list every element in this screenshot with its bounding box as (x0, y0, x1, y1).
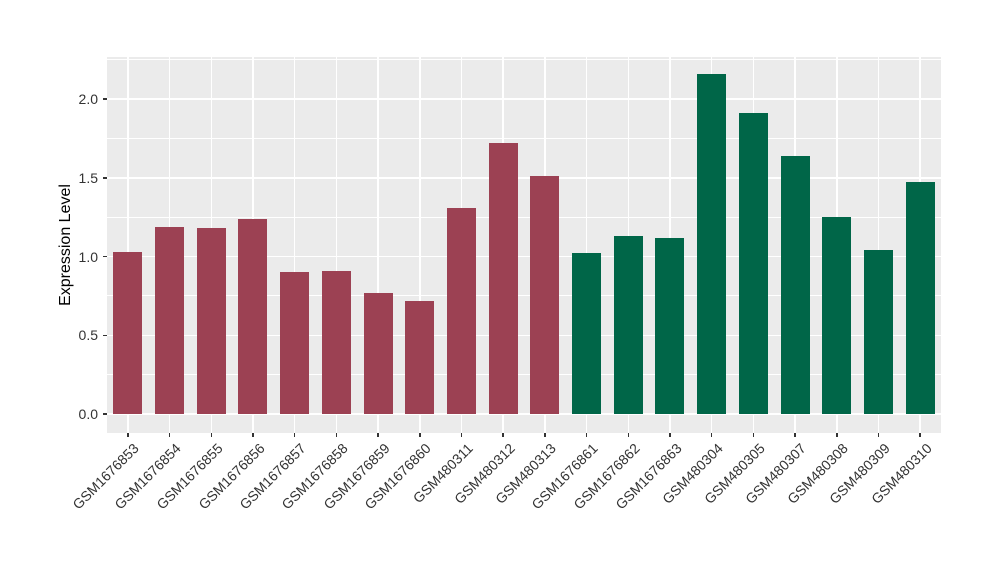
y-tick-label: 0.5 (78, 327, 98, 344)
plot-panel (107, 57, 941, 433)
minor-gridline-horizontal (107, 216, 941, 218)
bar-GSM480308 (822, 217, 852, 414)
bar-GSM480313 (530, 176, 560, 414)
bar-GSM1676863 (655, 237, 685, 414)
x-tick-mark (710, 433, 713, 437)
x-tick-mark (877, 433, 880, 437)
x-tick-mark (669, 433, 671, 437)
x-tick-mark (752, 433, 755, 437)
x-tick-mark (836, 433, 838, 437)
x-tick-mark (544, 433, 546, 437)
bar-GSM480310 (905, 182, 935, 414)
y-tick-label: 1.0 (78, 248, 98, 265)
bar-GSM1676857 (280, 272, 310, 414)
bar-GSM1676853 (113, 251, 143, 414)
y-axis-title: Expression Level (57, 184, 74, 306)
x-tick-mark (627, 433, 629, 437)
y-tick-mark (103, 334, 107, 336)
bar-GSM480311 (446, 207, 476, 414)
bar-GSM1676854 (155, 226, 185, 414)
bar-GSM480304 (697, 73, 727, 414)
x-tick-mark (168, 433, 171, 437)
bar-GSM1676859 (363, 292, 393, 414)
minor-gridline-horizontal (107, 137, 941, 139)
major-gridline-horizontal (107, 334, 941, 336)
bar-GSM480307 (780, 155, 810, 414)
bar-GSM480312 (488, 143, 518, 414)
minor-gridline-horizontal (107, 374, 941, 376)
minor-gridline-horizontal (107, 59, 941, 61)
major-gridline-horizontal (107, 177, 941, 179)
major-gridline-vertical (377, 57, 379, 433)
bar-GSM1676862 (613, 236, 643, 414)
bar-GSM1676860 (405, 300, 435, 414)
major-gridline-vertical (127, 57, 129, 433)
bar-GSM1676855 (196, 228, 226, 414)
y-tick-mark (103, 98, 107, 100)
x-tick-mark (210, 433, 212, 437)
major-gridline-horizontal (107, 98, 941, 100)
y-tick-label: 1.5 (78, 169, 98, 186)
y-tick-label: 0.0 (78, 406, 98, 422)
major-gridline-vertical (293, 57, 296, 433)
y-tick-mark (103, 413, 107, 415)
x-tick-mark (127, 433, 129, 437)
major-gridline-vertical (335, 57, 338, 433)
x-tick-mark (377, 433, 379, 437)
bar-GSM480305 (738, 113, 768, 414)
bar-GSM1676856 (238, 218, 268, 414)
major-gridline-vertical (877, 57, 880, 433)
y-tick-mark (103, 177, 107, 179)
x-tick-mark (335, 433, 338, 437)
bar-GSM1676861 (572, 253, 602, 414)
x-tick-mark (460, 433, 463, 437)
bar-GSM480309 (863, 250, 893, 414)
x-tick-mark (252, 433, 254, 437)
y-tick-mark (103, 255, 107, 258)
x-tick-mark (919, 433, 921, 437)
major-gridline-vertical (585, 57, 588, 433)
major-gridline-vertical (419, 57, 421, 433)
bar-GSM1676858 (321, 270, 351, 414)
x-tick-mark (293, 433, 296, 437)
major-gridline-horizontal (107, 255, 941, 258)
minor-gridline-horizontal (107, 295, 941, 297)
x-tick-mark (794, 433, 796, 437)
x-tick-mark (419, 433, 421, 437)
y-tick-label: 2.0 (78, 91, 98, 107)
major-gridline-horizontal (107, 413, 941, 415)
x-tick-mark (585, 433, 588, 437)
x-tick-mark (502, 433, 504, 437)
